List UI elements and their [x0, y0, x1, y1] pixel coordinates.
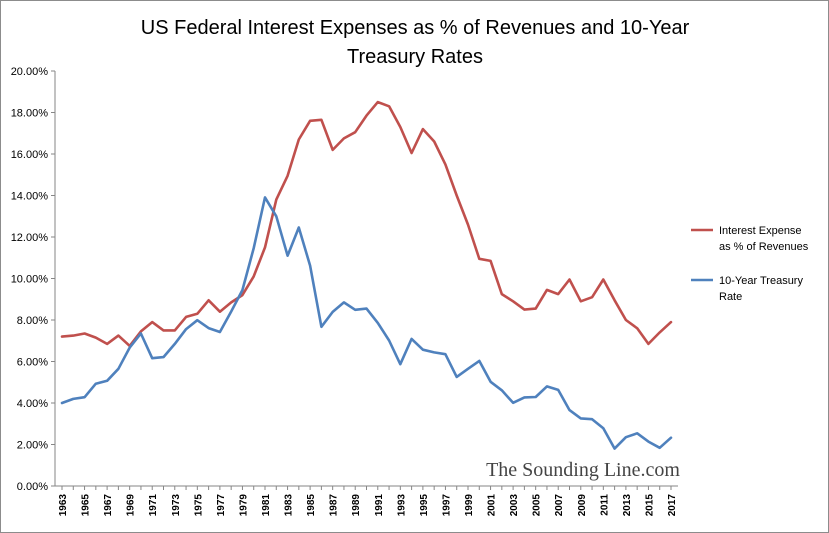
x-axis: 1963 1965 1967 1969 1971 1973 1975 1977 1979 1981…: [55, 485, 678, 517]
x-tick-label: 1965: [81, 494, 92, 517]
x-tick-label: 1971: [148, 494, 159, 517]
plot-area: [60, 100, 673, 450]
legend-label-treasury-rate: 10-Year Treasury: [719, 275, 803, 287]
x-tick-label: 2003: [509, 494, 520, 517]
y-tick-label: 8.00%: [17, 315, 48, 327]
y-tick-label: 6.00%: [17, 357, 48, 369]
x-tick-label: 2005: [532, 494, 543, 517]
x-tick-label: 1999: [464, 494, 475, 517]
x-tick-label: 1981: [261, 494, 272, 517]
legend-label-treasury-rate: Rate: [719, 291, 742, 303]
x-tick-label: 1973: [171, 494, 182, 517]
watermark-text: The Sounding Line.com: [486, 459, 680, 481]
x-tick-label: 1969: [126, 494, 137, 517]
x-tick-label: 2007: [554, 494, 565, 517]
x-tick-label: 2011: [599, 494, 610, 516]
x-tick-label: 1985: [306, 494, 317, 517]
y-tick-label: 20.00%: [11, 66, 49, 78]
x-tick-label: 1979: [238, 494, 249, 517]
x-tick-label: 1997: [441, 494, 452, 517]
legend: Interest Expense as % of Revenues 10-Year …: [691, 225, 809, 303]
y-tick-label: 18.00%: [11, 108, 49, 120]
y-tick-label: 16.00%: [11, 149, 49, 161]
y-tick-label: 10.00%: [11, 274, 49, 286]
x-tick-label: 1963: [58, 494, 69, 517]
interest-expense-line: [60, 100, 673, 348]
x-tick-label: 1987: [329, 494, 340, 517]
treasury-rate-line: [60, 196, 673, 450]
x-tick-label: 2017: [667, 494, 678, 517]
y-tick-label: 4.00%: [17, 398, 48, 410]
y-tick-label: 14.00%: [11, 191, 49, 203]
x-tick-label: 1991: [374, 494, 385, 517]
x-tick-label: 1975: [193, 494, 204, 517]
y-tick-label: 0.00%: [17, 481, 48, 493]
chart-title-line-1: US Federal Interest Expenses as % of Rev…: [141, 17, 690, 39]
x-tick-label: 1989: [351, 494, 362, 517]
x-tick-label: 1983: [284, 494, 295, 517]
x-tick-label: 2015: [644, 494, 655, 517]
y-axis: 0.00% 2.00% 4.00% 6.00% 8.00% 10.00% 12.00% 14.…: [11, 66, 56, 493]
legend-label-interest-expense: as % of Revenues: [719, 241, 809, 253]
x-tick-label: 2013: [622, 494, 633, 517]
x-tick-label: 1993: [396, 494, 407, 517]
x-tick-label: 1967: [103, 494, 114, 517]
y-tick-label: 2.00%: [17, 440, 48, 452]
chart-title-line-2: Treasury Rates: [347, 46, 483, 68]
y-tick-label: 12.00%: [11, 232, 49, 244]
legend-label-interest-expense: Interest Expense: [719, 225, 802, 237]
x-tick-label: 2001: [487, 494, 498, 517]
x-tick-label: 1995: [419, 494, 430, 517]
x-tick-label: 1977: [216, 494, 227, 517]
x-tick-label: 2009: [577, 494, 588, 517]
